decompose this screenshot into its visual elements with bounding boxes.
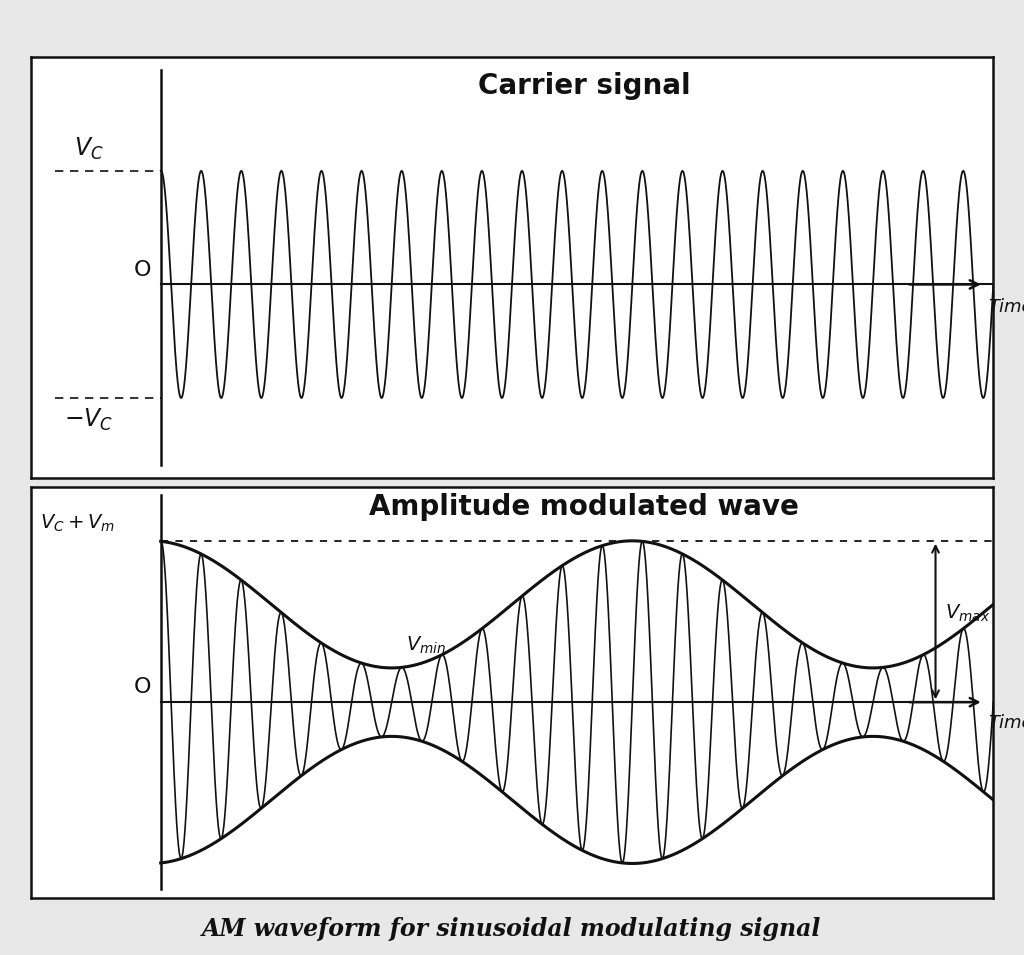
Text: O: O [133,677,152,697]
Text: AM waveform for sinusoidal modulating signal: AM waveform for sinusoidal modulating si… [203,917,821,942]
Text: $V_{max}$: $V_{max}$ [945,603,990,624]
Text: Amplitude modulated wave: Amplitude modulated wave [370,493,799,520]
Text: Carrier signal: Carrier signal [478,72,690,99]
Text: $-V_C$: $-V_C$ [63,407,114,434]
Text: $V_C$: $V_C$ [74,136,103,161]
Text: Time: Time [988,714,1024,732]
Text: Time: Time [988,298,1024,316]
Text: $V_{min}$: $V_{min}$ [407,635,446,656]
Text: $V_C + V_m$: $V_C + V_m$ [40,513,116,534]
Text: O: O [133,260,152,280]
